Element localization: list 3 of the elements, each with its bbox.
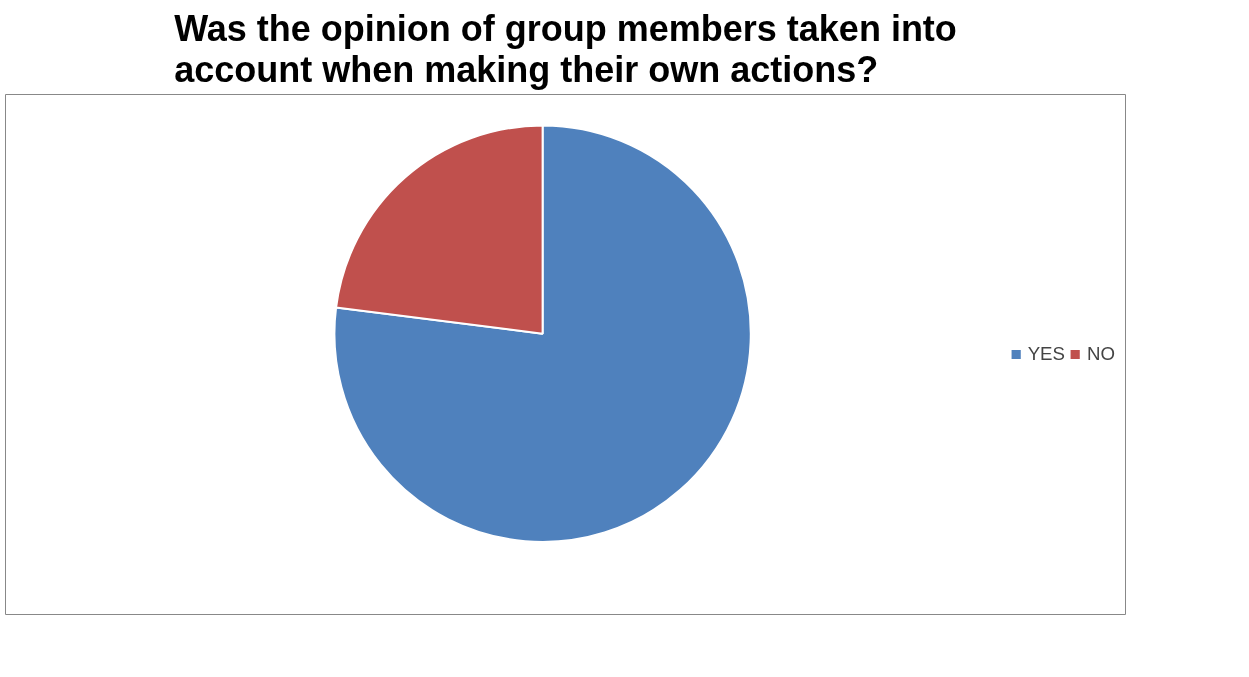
chart-title: Was the opinion of group members taken into account when making their own actions? [174, 7, 957, 90]
legend-label: NO [1087, 343, 1115, 365]
legend-label: YES [1027, 343, 1066, 365]
